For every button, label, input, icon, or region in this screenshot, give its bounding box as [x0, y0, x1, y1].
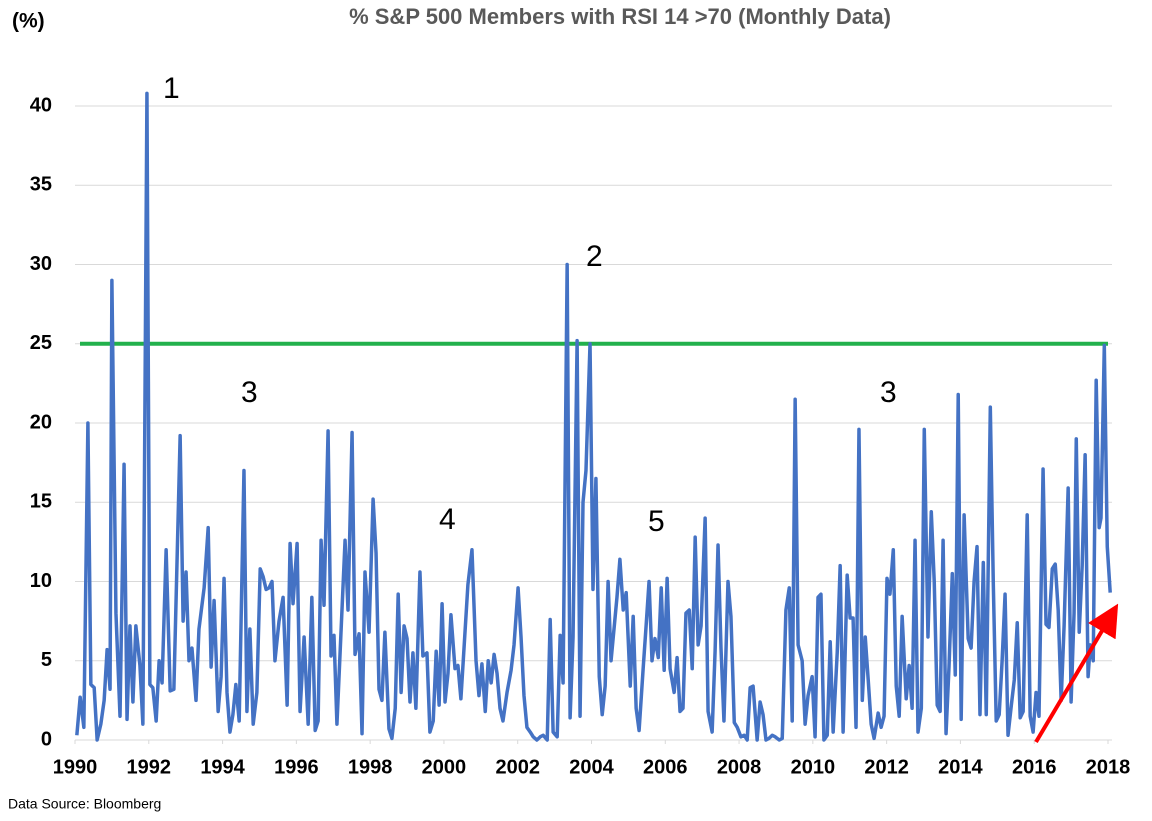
x-tick-label: 2002 [495, 756, 540, 778]
x-tick-label: 2008 [717, 756, 762, 778]
y-tick-label: 40 [30, 94, 52, 116]
y-tick-label: 25 [30, 332, 52, 354]
chart-title: % S&P 500 Members with RSI 14 >70 (Month… [349, 4, 891, 29]
x-tick-label: 1996 [274, 756, 319, 778]
y-tick-label: 15 [30, 491, 52, 513]
y-tick-label: 35 [30, 174, 52, 196]
x-tick-label: 2018 [1086, 756, 1131, 778]
y-tick-label: 20 [30, 411, 52, 433]
plot [75, 91, 1112, 742]
x-tick-label: 2012 [864, 756, 909, 778]
annotation: 1 [163, 72, 180, 105]
y-axis-label: (%) [12, 10, 45, 33]
annotation: 4 [439, 503, 456, 536]
x-tick-label: 2000 [422, 756, 467, 778]
x-tick-label: 2014 [938, 756, 983, 778]
annotation: 5 [648, 505, 665, 538]
x-tick-label: 2016 [1012, 756, 1057, 778]
x-tick-label: 1992 [127, 756, 172, 778]
x-tick-label: 2006 [643, 756, 688, 778]
y-tick-label: 0 [41, 728, 52, 750]
data-line [75, 91, 1112, 742]
trend-arrow [1034, 603, 1119, 744]
x-tick-label: 1990 [53, 756, 98, 778]
y-tick-label: 30 [30, 253, 52, 275]
x-tick-label: 2010 [791, 756, 836, 778]
y-tick-label: 10 [30, 570, 52, 592]
annotation: 2 [586, 240, 603, 273]
y-tick-label: 5 [41, 649, 52, 671]
x-tick-label: 1998 [348, 756, 393, 778]
x-tick-label: 2004 [569, 756, 614, 778]
annotation: 3 [880, 376, 897, 409]
x-tick-label: 1994 [200, 756, 245, 778]
annotation: 3 [241, 376, 258, 409]
source: Data Source: Bloomberg [8, 796, 161, 812]
